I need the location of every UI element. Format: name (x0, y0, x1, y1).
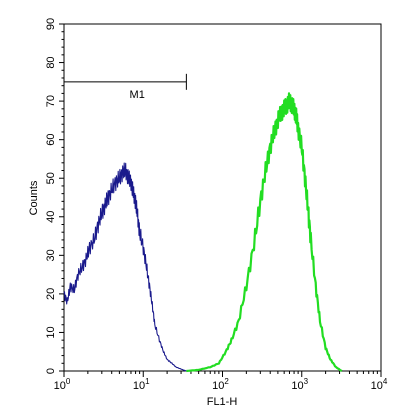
y-tick-label-70: 70 (45, 95, 57, 107)
x-axis: 100 101 102 103 104 (54, 371, 388, 392)
gate-label: M1 (130, 89, 145, 101)
y-tick-label-90: 90 (45, 18, 57, 30)
y-tick-label-20: 20 (45, 288, 57, 300)
series-line-1 (63, 162, 187, 372)
y-tick-label-60: 60 (45, 134, 57, 146)
x-tick-label-2: 102 (212, 377, 229, 392)
x-tick-label-1: 101 (133, 377, 150, 392)
x-tick-label-0: 100 (54, 377, 71, 392)
marker-gate: M1 (63, 73, 187, 101)
y-tick-label-30: 30 (45, 249, 57, 261)
y-axis: 0 10 20 30 40 50 60 70 80 90 (45, 18, 64, 374)
x-axis-label: FL1-H (207, 396, 238, 408)
series-line-2 (186, 92, 343, 373)
series-layer (63, 92, 343, 373)
y-axis-label: Counts (28, 180, 40, 215)
x-tick-label-4: 104 (371, 377, 388, 392)
plot-frame (63, 23, 382, 372)
x-tick-label-3: 103 (291, 377, 308, 392)
y-tick-label-40: 40 (45, 211, 57, 223)
y-tick-label-0: 0 (45, 368, 57, 374)
y-tick-label-80: 80 (45, 56, 57, 68)
y-tick-label-50: 50 (45, 172, 57, 184)
y-tick-label-10: 10 (45, 326, 57, 338)
